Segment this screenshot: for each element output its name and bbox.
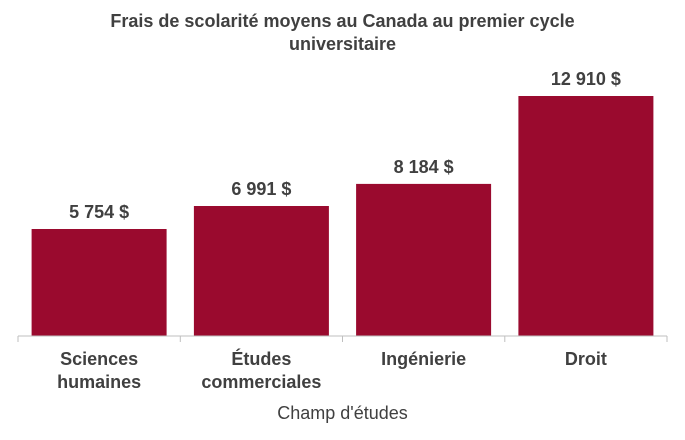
- bar-4: [518, 96, 654, 336]
- data-label-4: 12 910 $: [551, 69, 621, 89]
- chart-title-line-1: Frais de scolarité moyens au Canada au p…: [110, 11, 575, 31]
- x-axis-title: Champ d'études: [277, 403, 408, 423]
- x-tick-label-4-line-1: Droit: [565, 349, 607, 369]
- bar-2: [193, 206, 329, 336]
- x-tick-label-1-line-2: humaines: [57, 372, 141, 392]
- data-label-2: 6 991 $: [231, 179, 291, 199]
- x-tick-label-1-line-1: Sciences: [60, 349, 138, 369]
- x-tick-label-2-line-2: commerciales: [201, 372, 321, 392]
- x-tick-label-3-line-1: Ingénierie: [381, 349, 466, 369]
- data-label-3: 8 184 $: [394, 157, 454, 177]
- bar-3: [356, 183, 492, 336]
- data-label-1: 5 754 $: [69, 202, 129, 222]
- x-tick-label-2-line-1: Études: [231, 348, 291, 369]
- chart-title-line-2: universitaire: [288, 34, 397, 54]
- bar-1: [31, 229, 167, 336]
